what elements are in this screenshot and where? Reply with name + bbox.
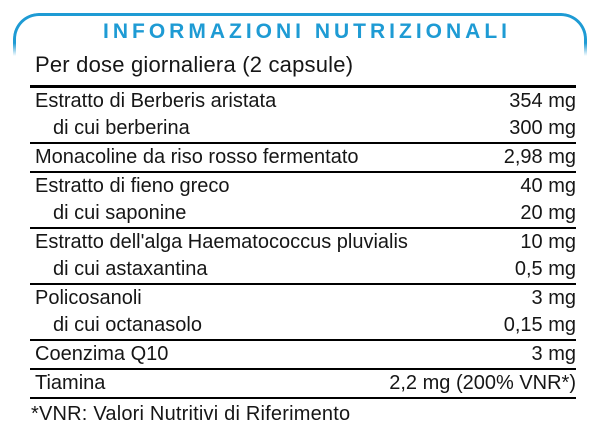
nutrition-table: Estratto di Berberis aristata 354 mg di cu… <box>30 85 576 399</box>
ingredient-name: di cui astaxantina <box>53 258 208 280</box>
ingredient-amount: 2,98 mg <box>503 146 576 168</box>
ingredient-name: Policosanoli <box>35 287 142 309</box>
table-section: Estratto di fieno greco 40 mg di cui sapon… <box>30 173 576 229</box>
table-section: Tiamina 2,2 mg (200% VNR*) <box>30 370 576 399</box>
table-row: di cui saponine 20 mg <box>30 200 576 227</box>
ingredient-name: di cui saponine <box>53 202 187 224</box>
ingredient-name: Estratto di Berberis aristata <box>35 90 277 112</box>
table-row: Coenzima Q10 3 mg <box>30 341 576 368</box>
table-row: Estratto dell'alga Haematococcus pluvial… <box>30 229 576 256</box>
table-section: Estratto di Berberis aristata 354 mg di cu… <box>30 88 576 144</box>
table-row: Tiamina 2,2 mg (200% VNR*) <box>30 370 576 397</box>
table-row: di cui octanasolo 0,15 mg <box>30 312 576 339</box>
ingredient-name: Monacoline da riso rosso fermentato <box>35 146 359 168</box>
ingredient-amount: 40 mg <box>520 175 576 197</box>
ingredient-amount: 0,15 mg <box>503 314 576 336</box>
label-frame-border <box>13 13 587 56</box>
ingredient-name: di cui octanasolo <box>53 314 202 336</box>
ingredient-name: di cui berberina <box>53 117 190 139</box>
table-row: Monacoline da riso rosso fermentato 2,98 … <box>30 144 576 171</box>
ingredient-amount: 300 mg <box>509 117 576 139</box>
table-section: Coenzima Q10 3 mg <box>30 341 576 370</box>
serving-size-line: Per dose giornaliera (2 capsule) <box>35 52 354 77</box>
ingredient-name: Estratto dell'alga Haematococcus pluvial… <box>35 231 408 253</box>
table-row: di cui berberina 300 mg <box>30 115 576 142</box>
table-row: di cui astaxantina 0,5 mg <box>30 256 576 283</box>
ingredient-amount: 20 mg <box>520 202 576 224</box>
ingredient-amount: 3 mg <box>531 287 576 309</box>
ingredient-amount: 2,2 mg (200% VNR*) <box>389 372 576 394</box>
ingredient-name: Tiamina <box>35 372 106 394</box>
table-section: Monacoline da riso rosso fermentato 2,98 … <box>30 144 576 173</box>
ingredient-name: Coenzima Q10 <box>35 343 169 365</box>
table-row: Policosanoli 3 mg <box>30 285 576 312</box>
table-section: Estratto dell'alga Haematococcus pluvial… <box>30 229 576 285</box>
vnr-footnote: *VNR: Valori Nutritivi di Riferimento <box>31 403 351 425</box>
table-section: Policosanoli 3 mg di cui octanasolo 0,15 mg <box>30 285 576 341</box>
ingredient-amount: 354 mg <box>509 90 576 112</box>
ingredient-amount: 0,5 mg <box>514 258 576 280</box>
table-row: Estratto di fieno greco 40 mg <box>30 173 576 200</box>
ingredient-amount: 3 mg <box>531 343 576 365</box>
ingredient-name: Estratto di fieno greco <box>35 175 230 197</box>
ingredient-amount: 10 mg <box>520 231 576 253</box>
label-title: INFORMAZIONI NUTRIZIONALI <box>103 20 511 43</box>
table-row: Estratto di Berberis aristata 354 mg <box>30 88 576 115</box>
